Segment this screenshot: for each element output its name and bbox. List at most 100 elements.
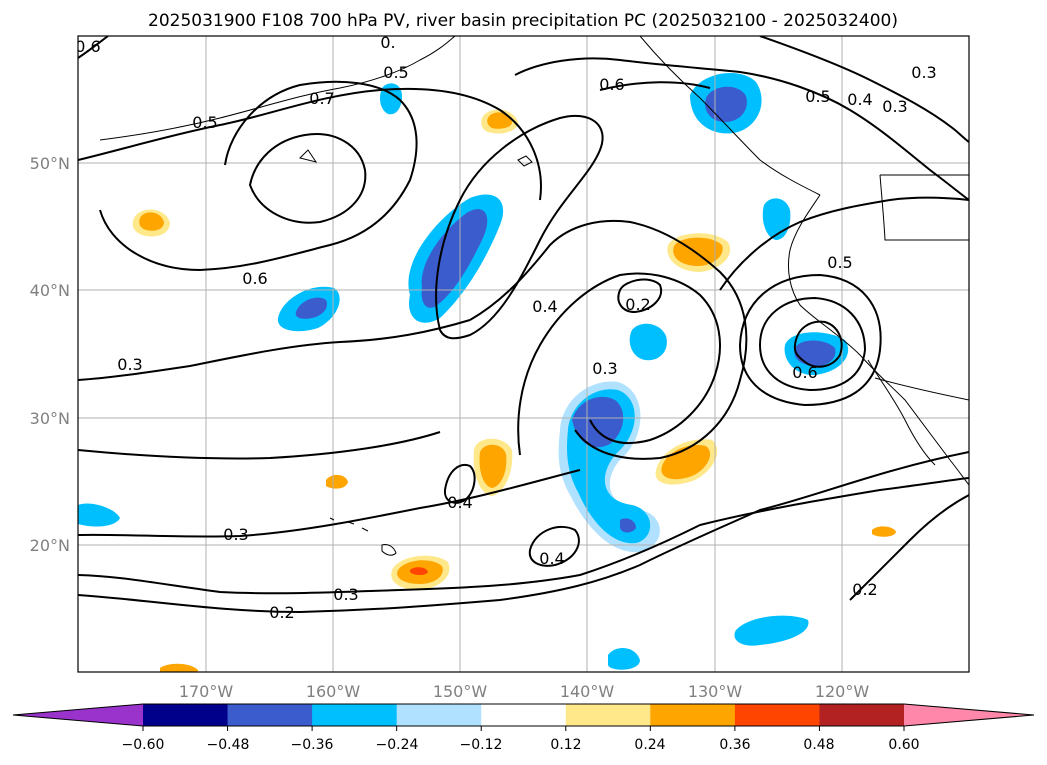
shade-negative-small-5 [78, 503, 120, 527]
colorbar-tick-label: 0.60 [888, 737, 919, 753]
contour-0-6-west [99, 80, 418, 271]
contour-0-5-northeast [514, 57, 969, 201]
colorbar-tick-label: 0.36 [719, 737, 750, 753]
contour-0-3-inner [78, 431, 441, 460]
colorbar-tick-label: −0.48 [207, 737, 250, 753]
contour-0-5-west [78, 87, 542, 201]
shade-negative-small-1 [629, 323, 667, 361]
lon-tick-label: 130°W [688, 682, 743, 701]
us-state-border [879, 174, 969, 241]
contour-0-5-california-low [739, 274, 882, 406]
contour-label: 0.3 [911, 63, 936, 82]
latitude-tick-labels: 50°N 40°N 30°N 20°N [30, 154, 70, 555]
shade-negative-west-core [295, 297, 328, 319]
colorbar-tick-label: −0.12 [460, 737, 503, 753]
colorbar-segment [734, 704, 820, 726]
shade-positive-8 [872, 526, 896, 537]
colorbar-extend-high [904, 704, 1034, 726]
map-area: 0.6 0. 0.5 0.7 0.5 0.6 0.5 0.4 0.3 0.3 0… [75, 33, 970, 673]
shade-positive-6-core [487, 112, 512, 129]
colorbar-tick-label: −0.60 [122, 737, 165, 753]
colorbar-segment [227, 704, 313, 726]
colorbar-extend-low [13, 704, 143, 726]
alaska-panhandle-coastline [639, 36, 821, 196]
contour-labels: 0.6 0. 0.5 0.7 0.5 0.6 0.5 0.4 0.3 0.3 0… [75, 33, 937, 622]
contour-0-3-south [78, 477, 969, 595]
contour-label: 0.3 [333, 585, 358, 604]
shade-positive-3-core [479, 444, 507, 488]
contour-0-2-south [78, 451, 969, 613]
map-title: 2025031900 F108 700 hPa PV, river basin … [148, 11, 898, 31]
contour-label: 0.2 [269, 603, 294, 622]
contour-label: 0.2 [625, 295, 650, 314]
contour-label: 0.3 [882, 97, 907, 116]
shade-positive-7 [326, 474, 348, 489]
contour-0-6-central [435, 114, 604, 340]
lat-tick-label: 50°N [30, 154, 70, 173]
lon-tick-label: 160°W [306, 682, 361, 701]
shade-positive-5-core [139, 212, 164, 231]
contour-label: 0.7 [309, 89, 334, 108]
shade-positive-4-red [410, 567, 428, 575]
shade-negative-central-core [421, 209, 488, 308]
small-island-2 [299, 149, 318, 163]
colorbar-segment [565, 704, 651, 726]
gridlines [78, 36, 969, 672]
shade-negative-california-core [794, 340, 836, 367]
shade-negative-south-core [572, 396, 624, 448]
lat-tick-label: 40°N [30, 281, 70, 300]
colorbar-ticks [142, 726, 905, 731]
contour-0-4-small-1 [443, 464, 476, 504]
contour-label: 0.2 [852, 580, 877, 599]
contour-0-6-inner [249, 133, 367, 224]
lat-tick-label: 30°N [30, 409, 70, 428]
us-mexico-border [874, 377, 969, 401]
lat-tick-label: 20°N [30, 536, 70, 555]
lon-tick-label: 170°W [179, 682, 234, 701]
colorbar-tick-label: 0.24 [634, 737, 665, 753]
contour-label: 0.6 [75, 37, 100, 56]
colorbar-tick-label: 0.12 [550, 737, 581, 753]
colorbar: −0.60 −0.48 −0.36 −0.24 −0.12 0.12 0.24 … [12, 703, 1035, 753]
colorbar-tick-label: −0.36 [291, 737, 334, 753]
contour-label: 0.5 [192, 113, 217, 132]
contour-0-3-northeast [759, 36, 969, 143]
contour-label: 0.4 [447, 493, 472, 512]
colorbar-segment [396, 704, 482, 726]
north-america-west-coastline [787, 194, 969, 486]
colorbar-segment [481, 704, 567, 726]
colorbar-segment [819, 704, 905, 726]
shade-negative-small-4 [734, 615, 809, 646]
contour-0-7-inner [793, 320, 843, 368]
contour-0-3-mid [78, 469, 581, 538]
colorbar-segment [650, 704, 736, 726]
colorbar-segment [143, 704, 229, 726]
contour-label: 0.6 [242, 269, 267, 288]
contour-0-4-loop [469, 219, 748, 460]
contour-0-4-trough [517, 272, 721, 456]
contour-label: 0.4 [847, 90, 872, 109]
longitude-tick-labels: 170°W 160°W 150°W 140°W 130°W 120°W [179, 682, 870, 701]
contour-label: 0.3 [592, 359, 617, 378]
contour-label: 0.5 [383, 63, 408, 82]
colorbar-segment [312, 704, 398, 726]
contour-0-2-southeast [849, 494, 969, 601]
lon-tick-label: 140°W [560, 682, 615, 701]
contour-0-6-northwest [78, 36, 109, 59]
lon-tick-label: 150°W [433, 682, 488, 701]
lon-tick-label: 120°W [815, 682, 870, 701]
contour-label: 0. [380, 33, 395, 52]
shade-positive-9 [160, 663, 198, 672]
colorbar-tick-label: 0.48 [803, 737, 834, 753]
coastlines [99, 36, 969, 556]
shade-negative-small-7 [620, 518, 636, 533]
contour-0-2-small [617, 278, 663, 313]
contour-label: 0.4 [532, 297, 557, 316]
hawaii-islands [329, 517, 397, 556]
contour-label: 0.3 [117, 355, 142, 374]
pv-contours [78, 36, 969, 613]
contour-0-3-west [78, 319, 471, 381]
contour-label: 0.5 [827, 253, 852, 272]
map-frame [77, 35, 970, 673]
small-island-1 [517, 155, 533, 167]
